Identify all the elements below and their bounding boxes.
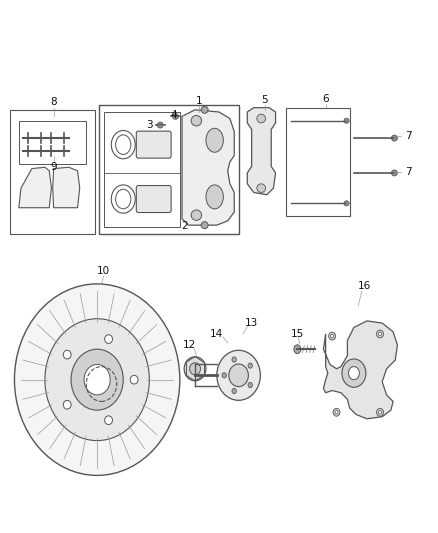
FancyBboxPatch shape	[136, 131, 171, 158]
Text: 13: 13	[245, 318, 258, 328]
Circle shape	[191, 116, 201, 126]
Circle shape	[344, 201, 349, 206]
Text: 7: 7	[405, 131, 412, 141]
Polygon shape	[53, 167, 80, 208]
Text: 1: 1	[196, 96, 203, 106]
Ellipse shape	[206, 185, 223, 209]
Ellipse shape	[184, 357, 206, 381]
Ellipse shape	[333, 408, 340, 416]
Text: 5: 5	[261, 95, 268, 105]
Text: 9: 9	[50, 162, 57, 172]
Ellipse shape	[206, 128, 223, 152]
Ellipse shape	[64, 400, 71, 409]
Ellipse shape	[232, 389, 237, 394]
Text: 16: 16	[358, 281, 371, 291]
Ellipse shape	[248, 382, 252, 387]
Ellipse shape	[84, 365, 110, 395]
Ellipse shape	[377, 408, 384, 416]
Text: 4: 4	[170, 110, 177, 120]
Bar	[99, 106, 239, 234]
Circle shape	[173, 114, 179, 119]
Text: 14: 14	[210, 329, 223, 339]
Ellipse shape	[45, 319, 149, 441]
Ellipse shape	[232, 357, 237, 362]
Text: 15: 15	[291, 329, 304, 339]
Ellipse shape	[130, 375, 138, 384]
Bar	[286, 108, 350, 216]
Text: 6: 6	[322, 94, 329, 104]
Ellipse shape	[378, 332, 381, 336]
Ellipse shape	[248, 363, 252, 368]
Circle shape	[157, 122, 163, 128]
Circle shape	[257, 114, 265, 123]
Circle shape	[201, 107, 208, 114]
Ellipse shape	[64, 350, 71, 359]
Polygon shape	[182, 110, 234, 225]
Text: 3: 3	[146, 120, 153, 130]
Ellipse shape	[378, 410, 381, 414]
Ellipse shape	[331, 334, 334, 338]
FancyBboxPatch shape	[136, 185, 171, 213]
Polygon shape	[19, 167, 51, 208]
Ellipse shape	[229, 364, 248, 386]
Ellipse shape	[14, 284, 180, 475]
Text: 2: 2	[181, 221, 187, 231]
Circle shape	[344, 118, 349, 123]
Text: 10: 10	[97, 266, 110, 276]
Ellipse shape	[116, 189, 131, 209]
Text: 12: 12	[183, 340, 196, 350]
Ellipse shape	[335, 410, 338, 414]
Ellipse shape	[222, 373, 226, 378]
Ellipse shape	[105, 416, 113, 425]
Ellipse shape	[377, 330, 384, 338]
Text: 8: 8	[50, 97, 57, 107]
Ellipse shape	[328, 332, 336, 340]
Bar	[19, 120, 86, 164]
Circle shape	[201, 222, 208, 229]
Ellipse shape	[105, 335, 113, 343]
Ellipse shape	[116, 135, 131, 155]
Polygon shape	[247, 108, 276, 195]
Bar	[10, 110, 95, 234]
Ellipse shape	[71, 349, 123, 410]
Ellipse shape	[294, 345, 301, 353]
Ellipse shape	[342, 359, 366, 387]
Text: 7: 7	[405, 167, 412, 176]
Bar	[104, 112, 180, 228]
Polygon shape	[323, 321, 397, 419]
Ellipse shape	[190, 362, 201, 375]
Circle shape	[257, 184, 265, 192]
Ellipse shape	[349, 367, 359, 379]
Circle shape	[391, 170, 397, 176]
Circle shape	[191, 210, 201, 220]
Circle shape	[391, 135, 397, 141]
Ellipse shape	[217, 350, 260, 400]
